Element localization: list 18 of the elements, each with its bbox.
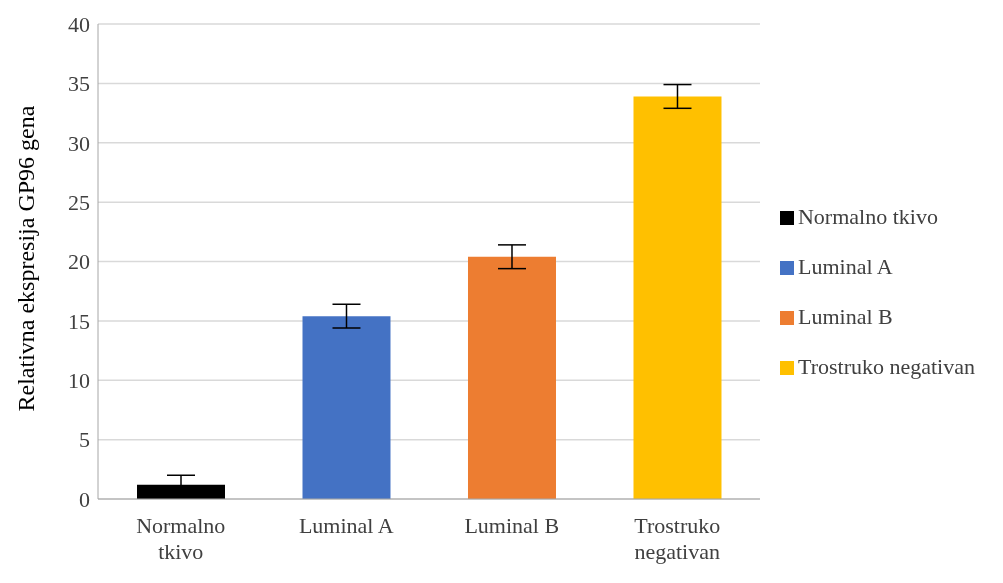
legend-label: Luminal A xyxy=(797,253,893,279)
x-tick-label: Luminal A xyxy=(298,513,394,538)
y-tick-label: 30 xyxy=(68,130,90,156)
y-tick-label: 15 xyxy=(68,308,90,334)
y-tick-label: 5 xyxy=(79,427,90,453)
y-tick-label: 25 xyxy=(68,189,90,215)
y-tick-label: 20 xyxy=(68,249,90,275)
y-axis-title: Relativna ekspresija GP96 gena xyxy=(12,105,39,412)
x-tick-label: Normalno tkivo xyxy=(136,513,226,564)
legend-label: Luminal B xyxy=(797,303,893,329)
x-tick-label: Luminal B xyxy=(464,513,560,538)
y-tick-label: 35 xyxy=(68,71,90,97)
legend-label: Trostruko negativan xyxy=(797,353,975,379)
x-tick-label: Trostruko negativan xyxy=(634,513,721,564)
y-tick-label: 0 xyxy=(79,486,90,512)
legend-label: Normalno tkivo xyxy=(797,203,938,229)
y-tick-label: 10 xyxy=(68,368,90,394)
y-tick-label: 40 xyxy=(68,11,90,37)
